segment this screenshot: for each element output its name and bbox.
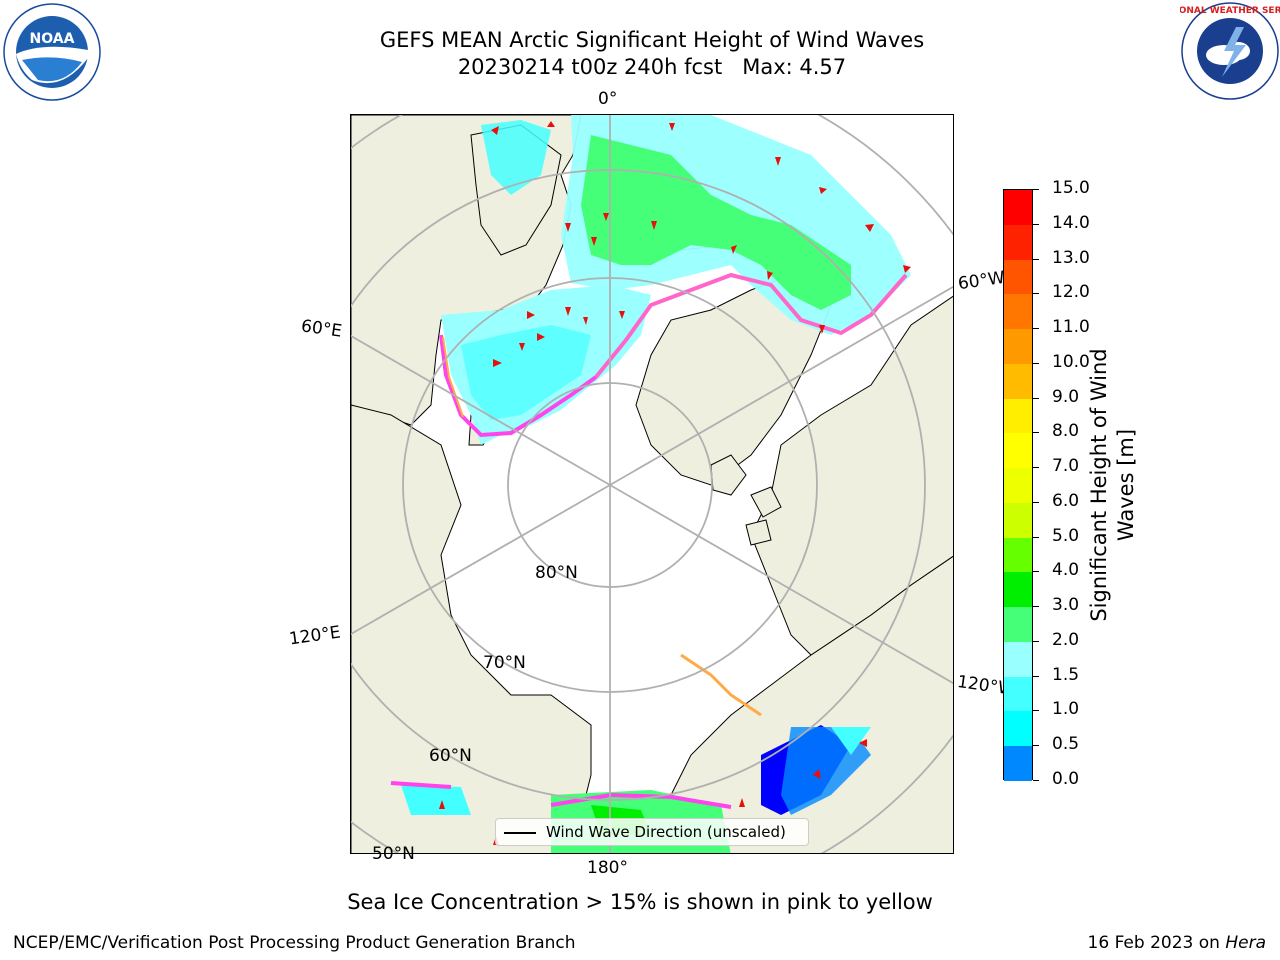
polar-map bbox=[351, 115, 953, 853]
colorbar-tick-mark bbox=[1033, 362, 1039, 364]
colorbar-segment bbox=[1004, 224, 1032, 260]
colorbar-segment bbox=[1004, 607, 1032, 642]
colorbar bbox=[1003, 189, 1033, 781]
colorbar-tick-label: 11.0 bbox=[1052, 317, 1090, 338]
title-line-1: GEFS MEAN Arctic Significant Height of W… bbox=[379, 28, 925, 52]
colorbar-tick-label: 14.0 bbox=[1052, 212, 1090, 233]
colorbar-tick-label: 9.0 bbox=[1052, 386, 1080, 407]
footer-host: Hera bbox=[1225, 933, 1266, 953]
colorbar-tick-mark bbox=[1033, 710, 1039, 712]
colorbar-segment bbox=[1004, 329, 1032, 364]
colorbar-tick-mark bbox=[1033, 189, 1039, 190]
title-line-2: 20230214 t00z 240h fcst Max: 4.57 bbox=[457, 55, 847, 79]
colorbar-label: Significant Height of Wind Waves [m] bbox=[1086, 340, 1140, 630]
parallel-label-70n: 70°N bbox=[483, 653, 526, 673]
meridian-label-0: 0° bbox=[598, 89, 618, 109]
colorbar-tick-label: 3.0 bbox=[1052, 595, 1080, 616]
colorbar-segment bbox=[1004, 294, 1032, 329]
nws-logo: NATIONAL WEATHER SERVICE bbox=[1180, 2, 1280, 100]
land-layer bbox=[351, 115, 953, 853]
colorbar-tick-mark bbox=[1033, 467, 1039, 469]
footer-org: NCEP/EMC/Verification Post Processing Pr… bbox=[13, 933, 576, 953]
colorbar-tick-mark bbox=[1033, 397, 1039, 399]
colorbar-segment bbox=[1004, 363, 1032, 399]
colorbar-segment bbox=[1004, 398, 1032, 434]
colorbar-segment bbox=[1004, 746, 1032, 781]
footer-date: 16 Feb 2023 on Hera bbox=[1088, 933, 1266, 953]
legend-label: Wind Wave Direction (unscaled) bbox=[546, 823, 786, 841]
colorbar-segment bbox=[1004, 502, 1032, 538]
colorbar-tick-mark bbox=[1033, 328, 1039, 330]
parallel-label-60n: 60°N bbox=[429, 746, 472, 766]
colorbar-tick-mark bbox=[1033, 606, 1039, 608]
legend-line-swatch bbox=[504, 832, 536, 834]
nws-logo-text: NATIONAL WEATHER SERVICE bbox=[1180, 6, 1280, 16]
colorbar-tick-label: 1.5 bbox=[1052, 664, 1080, 685]
meridian-label-180: 180° bbox=[587, 858, 628, 878]
colorbar-tick-label: 1.0 bbox=[1052, 699, 1080, 720]
noaa-logo-text: NOAA bbox=[30, 31, 75, 47]
wave-height-field bbox=[401, 115, 911, 853]
meridian-label-120e: 120°E bbox=[287, 622, 342, 650]
colorbar-segment bbox=[1004, 537, 1032, 573]
parallel-label-80n: 80°N bbox=[535, 563, 578, 583]
graticule bbox=[351, 115, 953, 853]
colorbar-tick-label: 5.0 bbox=[1052, 525, 1080, 546]
colorbar-tick-label: 7.0 bbox=[1052, 456, 1080, 477]
chart-title: GEFS MEAN Arctic Significant Height of W… bbox=[0, 27, 1280, 81]
colorbar-tick-label: 8.0 bbox=[1052, 421, 1080, 442]
footer-date-text: 16 Feb 2023 on bbox=[1087, 933, 1226, 953]
colorbar-segment bbox=[1004, 259, 1032, 295]
colorbar-tick-label: 15.0 bbox=[1052, 178, 1090, 198]
sea-ice-edge bbox=[390, 272, 908, 809]
colorbar-tick-label: 10.0 bbox=[1052, 351, 1090, 372]
colorbar-tick-mark bbox=[1033, 780, 1039, 781]
meridian-label-60w: 60°W bbox=[956, 267, 1007, 295]
colorbar-tick-label: 0.0 bbox=[1052, 769, 1080, 789]
sea-ice-note: Sea Ice Concentration > 15% is shown in … bbox=[347, 890, 933, 914]
colorbar-tick-mark bbox=[1033, 745, 1039, 747]
colorbar-segment bbox=[1004, 676, 1032, 712]
colorbar-tick-label: 4.0 bbox=[1052, 560, 1080, 581]
colorbar-tick-mark bbox=[1033, 675, 1039, 677]
colorbar-tick-mark bbox=[1033, 223, 1039, 225]
colorbar-segment bbox=[1004, 711, 1032, 746]
colorbar-tick-label: 2.0 bbox=[1052, 629, 1080, 650]
colorbar-tick-mark bbox=[1033, 258, 1039, 260]
colorbar-segment bbox=[1004, 190, 1032, 225]
colorbar-tick-mark bbox=[1033, 536, 1039, 538]
colorbar-tick-mark bbox=[1033, 293, 1039, 295]
colorbar-tick-label: 0.5 bbox=[1052, 734, 1080, 755]
colorbar-segment bbox=[1004, 572, 1032, 607]
colorbar-tick-mark bbox=[1033, 571, 1039, 573]
colorbar-tick-label: 6.0 bbox=[1052, 490, 1080, 511]
parallel-label-50n: 50°N bbox=[372, 844, 415, 864]
map-panel bbox=[350, 114, 954, 854]
colorbar-tick-mark bbox=[1033, 501, 1039, 503]
colorbar-segment bbox=[1004, 641, 1032, 677]
colorbar-segment bbox=[1004, 468, 1032, 503]
colorbar-tick-mark bbox=[1033, 432, 1039, 434]
colorbar-tick-mark bbox=[1033, 640, 1039, 642]
noaa-logo: NOAA bbox=[3, 3, 101, 101]
colorbar-segment bbox=[1004, 433, 1032, 468]
colorbar-label-text: Significant Height of Wind Waves [m] bbox=[1087, 348, 1138, 622]
map-legend: Wind Wave Direction (unscaled) bbox=[495, 818, 809, 846]
colorbar-tick-label: 12.0 bbox=[1052, 282, 1090, 303]
meridian-label-60e: 60°E bbox=[299, 316, 344, 342]
colorbar-tick-label: 13.0 bbox=[1052, 247, 1090, 268]
